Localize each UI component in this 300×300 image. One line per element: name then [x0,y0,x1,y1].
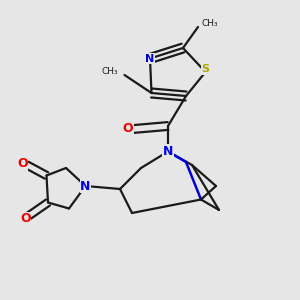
Text: CH₃: CH₃ [201,20,217,28]
Text: N: N [163,145,173,158]
Text: N: N [80,179,91,193]
Text: O: O [17,157,28,170]
Text: O: O [123,122,134,136]
Text: S: S [202,64,209,74]
Text: O: O [20,212,31,226]
Text: CH₃: CH₃ [102,68,119,76]
Text: N: N [146,53,154,64]
